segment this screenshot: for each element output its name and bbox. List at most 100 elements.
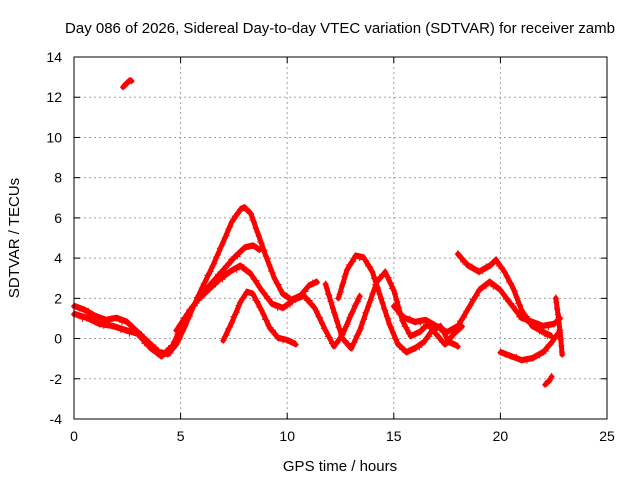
- axis-ticks: [73, 56, 608, 420]
- series-track-j: [552, 294, 566, 358]
- series-layer: [71, 77, 566, 388]
- data-point-marker: [202, 278, 209, 285]
- series-track-d: [220, 288, 299, 348]
- data-point-marker: [126, 330, 133, 337]
- data-point-marker: [244, 206, 251, 213]
- series-track-g: [390, 278, 564, 336]
- data-point-marker: [468, 263, 475, 270]
- x-tick-labels: 0 5 10 15 20 25: [70, 428, 615, 444]
- data-point-marker: [479, 283, 486, 290]
- data-point-marker: [100, 323, 107, 330]
- data-point-marker: [85, 307, 92, 314]
- data-point-marker: [486, 279, 493, 286]
- data-point-marker: [128, 78, 135, 85]
- data-point-marker: [141, 340, 148, 347]
- data-point-marker: [556, 326, 563, 333]
- data-point-marker: [329, 305, 336, 312]
- series-track-a: [71, 204, 321, 358]
- data-point-marker: [92, 319, 99, 326]
- data-point-marker: [113, 315, 120, 322]
- data-point-marker: [536, 328, 543, 335]
- data-point-marker: [416, 344, 423, 351]
- data-point-marker: [208, 283, 215, 290]
- data-point-marker: [500, 290, 507, 297]
- data-point-marker: [105, 321, 112, 328]
- data-point-marker: [502, 351, 509, 358]
- data-point-marker: [336, 325, 343, 332]
- data-point-marker: [247, 210, 254, 217]
- data-point-marker: [406, 315, 413, 322]
- data-point-marker: [283, 302, 290, 309]
- series-band: [71, 243, 262, 360]
- data-point-marker: [214, 271, 221, 278]
- data-point-marker: [370, 288, 377, 295]
- data-point-marker: [322, 327, 329, 334]
- data-point-marker: [230, 255, 237, 262]
- data-point-marker: [457, 254, 464, 261]
- data-point-marker: [450, 331, 457, 338]
- data-point-marker: [288, 338, 295, 345]
- x-axis-label: GPS time / hours: [283, 458, 397, 475]
- data-point-marker: [327, 298, 334, 305]
- data-point-marker: [92, 313, 99, 320]
- data-point-marker: [476, 287, 483, 294]
- data-point-marker: [237, 263, 244, 270]
- data-point-marker: [222, 263, 229, 270]
- data-point-marker: [333, 318, 340, 325]
- data-point-marker: [467, 302, 474, 309]
- data-point-marker: [266, 261, 273, 268]
- data-point-marker: [257, 238, 264, 245]
- data-point-marker: [372, 277, 379, 284]
- data-point-marker: [382, 269, 389, 276]
- data-point-marker: [553, 305, 560, 312]
- data-point-marker: [227, 323, 234, 330]
- data-point-marker: [493, 283, 500, 290]
- data-point-marker: [390, 287, 397, 294]
- data-point-marker: [532, 324, 539, 331]
- data-point-marker: [250, 276, 257, 283]
- data-point-marker: [433, 323, 440, 330]
- data-point-marker: [228, 256, 235, 263]
- data-point-marker: [326, 292, 333, 299]
- plot-frame: [73, 56, 608, 420]
- data-point-marker: [302, 288, 309, 295]
- y-tick-labels: -4 -2 0 2 4 6 8 10 12 14: [46, 49, 62, 427]
- data-point-marker: [274, 305, 281, 312]
- data-point-marker: [194, 297, 201, 304]
- data-point-marker: [403, 324, 410, 331]
- data-point-marker: [223, 232, 230, 239]
- data-point-marker: [518, 357, 525, 364]
- data-point-marker: [555, 314, 562, 321]
- data-point-marker: [398, 311, 405, 318]
- data-point-marker: [385, 274, 392, 281]
- data-point-marker: [395, 341, 402, 348]
- data-point-marker: [247, 271, 254, 278]
- data-point-marker: [546, 377, 553, 384]
- data-point-marker: [524, 357, 531, 364]
- data-point-marker: [260, 311, 267, 318]
- data-point-marker: [554, 311, 561, 318]
- data-point-marker: [254, 228, 261, 235]
- data-point-marker: [401, 315, 408, 322]
- data-point-marker: [130, 329, 137, 336]
- data-point-marker: [223, 270, 230, 277]
- data-point-marker: [233, 266, 240, 273]
- y-axis-label: SDTVAR / TECUs: [6, 178, 23, 298]
- data-point-marker: [558, 342, 565, 349]
- data-point-marker: [234, 253, 241, 260]
- data-point-marker: [251, 219, 258, 226]
- data-point-marker: [301, 293, 308, 300]
- data-point-marker: [344, 321, 351, 328]
- series-band: [71, 205, 320, 358]
- data-point-marker: [244, 268, 251, 275]
- data-point-marker: [354, 331, 361, 338]
- y-tick-label: 4: [54, 250, 62, 266]
- data-point-marker: [529, 323, 536, 330]
- data-point-marker: [420, 339, 427, 346]
- data-point-marker: [223, 332, 230, 339]
- data-point-marker: [254, 298, 261, 305]
- data-point-marker: [389, 329, 396, 336]
- data-point-marker: [306, 297, 313, 304]
- data-point-marker: [215, 277, 222, 284]
